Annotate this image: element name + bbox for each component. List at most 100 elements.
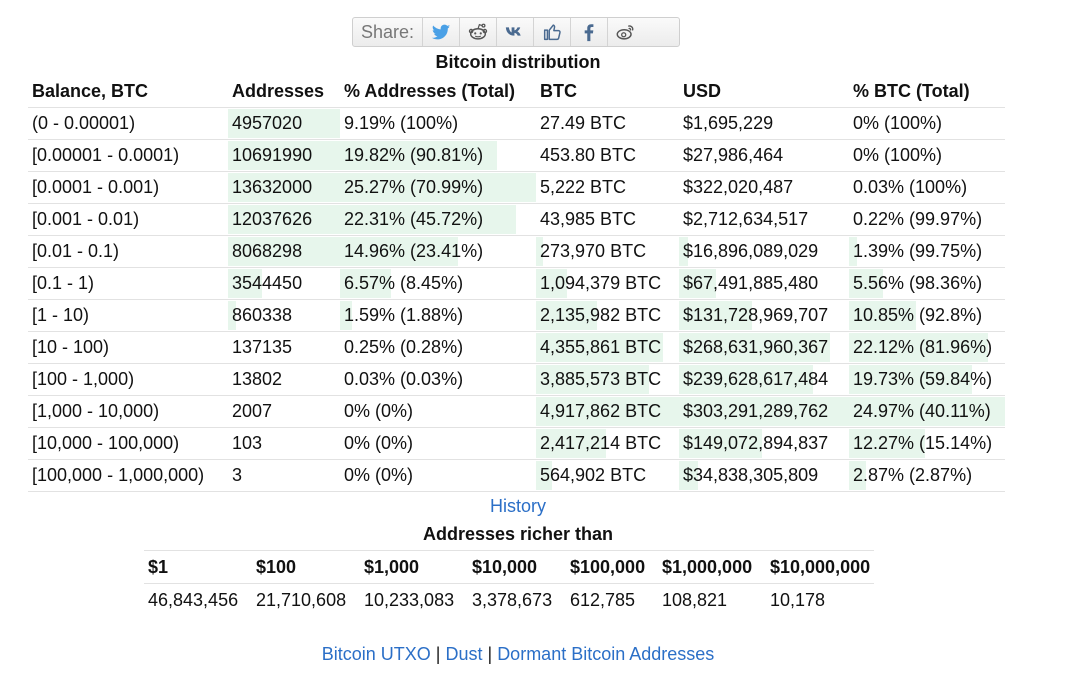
header-addresses: Addresses bbox=[228, 76, 340, 108]
pct-addresses-cell-text: 0% (0%) bbox=[344, 433, 414, 453]
addresses-cell-text: 12037626 bbox=[232, 209, 313, 229]
cell-bar bbox=[849, 429, 926, 458]
cell-bar bbox=[849, 461, 867, 490]
pct-btc-cell-text: 5.56% (98.36%) bbox=[853, 273, 983, 293]
usd-cell: $34,838,305,809 bbox=[679, 459, 849, 492]
cell-bar bbox=[536, 397, 679, 426]
richer-header: $1,000,000 bbox=[658, 550, 766, 584]
addresses-cell-text: 2007 bbox=[232, 401, 273, 421]
table-row: [0.001 - 0.01) 12037626 22.31% (45.72%) 43,… bbox=[28, 203, 1005, 236]
pct-btc-cell-text: 12.27% (15.14%) bbox=[853, 433, 993, 453]
pct-btc-cell: 5.56% (98.36%) bbox=[849, 267, 1005, 300]
balance-cell: [100,000 - 1,000,000) bbox=[28, 459, 228, 492]
cell-bar bbox=[340, 173, 536, 202]
cell-bar bbox=[536, 461, 552, 490]
cell-bar bbox=[679, 365, 814, 394]
usd-cell-text: $268,631,960,367 bbox=[683, 337, 829, 357]
pct-btc-cell: 19.73% (59.84%) bbox=[849, 363, 1005, 396]
pct-btc-cell: 24.97% (40.11%) bbox=[849, 395, 1005, 428]
richer-value: 10,178 bbox=[770, 589, 826, 610]
thumbs-up-icon[interactable] bbox=[534, 18, 572, 46]
pct-btc-cell-text: 24.97% (40.11%) bbox=[853, 401, 991, 421]
table-row: [1,000 - 10,000) 2007 0% (0%) 4,917,862 BTC… bbox=[28, 395, 1005, 428]
table-row: [100,000 - 1,000,000) 3 0% (0%) 564,902 BTC… bbox=[28, 459, 1005, 492]
balance-cell: [1,000 - 10,000) bbox=[28, 395, 228, 428]
btc-cell-text: 1,094,379 BTC bbox=[540, 273, 662, 293]
addresses-cell: 4957020 bbox=[228, 107, 340, 140]
twitter-icon[interactable] bbox=[423, 18, 461, 46]
addresses-cell: 12037626 bbox=[228, 203, 340, 236]
usd-cell-text: $27,986,464 bbox=[683, 145, 784, 165]
btc-cell: 453.80 BTC bbox=[536, 139, 679, 172]
addresses-cell-text: 137135 bbox=[232, 337, 293, 357]
cell-bar bbox=[228, 269, 262, 298]
history-link[interactable]: History bbox=[489, 496, 546, 516]
pct-addresses-cell: 25.27% (70.99%) bbox=[340, 171, 536, 204]
balance-cell: [100 - 1,000) bbox=[28, 363, 228, 396]
pct-addresses-cell-text: 19.82% (90.81%) bbox=[344, 145, 484, 165]
addresses-cell-text: 10691990 bbox=[232, 145, 313, 165]
reddit-icon[interactable] bbox=[460, 18, 498, 46]
pct-btc-cell: 0% (100%) bbox=[849, 107, 1005, 140]
header-pct-addresses: % Addresses (Total) bbox=[340, 76, 536, 108]
btc-cell-text: 273,970 BTC bbox=[540, 241, 647, 261]
cell-bar bbox=[340, 301, 352, 330]
btc-cell: 3,885,573 BTC bbox=[536, 363, 679, 396]
richer-header: $10,000,000 bbox=[766, 550, 875, 584]
balance-cell: [0.1 - 1) bbox=[28, 267, 228, 300]
footer-separator: | bbox=[487, 644, 493, 664]
balance-cell-text: [0.1 - 1) bbox=[32, 273, 95, 293]
btc-cell: 4,355,861 BTC bbox=[536, 331, 679, 364]
btc-cell-text: 564,902 BTC bbox=[540, 465, 647, 485]
cell-bar bbox=[536, 269, 568, 298]
btc-cell: 2,135,982 BTC bbox=[536, 299, 679, 332]
usd-cell-text: $131,728,969,707 bbox=[683, 305, 829, 325]
usd-cell: $1,695,229 bbox=[679, 107, 849, 140]
balance-cell: [0.0001 - 0.001) bbox=[28, 171, 228, 204]
pct-addresses-cell: 9.19% (100%) bbox=[340, 107, 536, 140]
balance-cell-text: [1,000 - 10,000) bbox=[32, 401, 160, 421]
btc-cell-text: 4,917,862 BTC bbox=[540, 401, 662, 421]
addresses-cell-text: 860338 bbox=[232, 305, 293, 325]
balance-cell: [10 - 100) bbox=[28, 331, 228, 364]
balance-cell-text: [100 - 1,000) bbox=[32, 369, 135, 389]
cell-bar bbox=[679, 461, 698, 490]
pct-addresses-cell: 0.25% (0.28%) bbox=[340, 331, 536, 364]
pct-addresses-cell: 22.31% (45.72%) bbox=[340, 203, 536, 236]
addresses-cell-text: 103 bbox=[232, 433, 263, 453]
footer-separator: | bbox=[435, 644, 441, 664]
dormant-addresses-link[interactable]: Dormant Bitcoin Addresses bbox=[497, 644, 715, 664]
bitcoin-utxo-link[interactable]: Bitcoin UTXO bbox=[321, 644, 431, 664]
share-label: Share: bbox=[353, 18, 424, 46]
cell-bar bbox=[340, 141, 497, 170]
facebook-icon[interactable] bbox=[571, 18, 609, 46]
header-usd: USD bbox=[679, 76, 849, 108]
richer-header: $10,000 bbox=[468, 550, 566, 584]
cell-bar bbox=[849, 365, 973, 394]
header-pct-btc: % BTC (Total) bbox=[849, 76, 1005, 108]
vk-icon[interactable] bbox=[497, 18, 535, 46]
pct-addresses-cell: 0.03% (0.03%) bbox=[340, 363, 536, 396]
addresses-cell: 3544450 bbox=[228, 267, 340, 300]
addresses-cell-text: 3544450 bbox=[232, 273, 303, 293]
richer-value: 108,821 bbox=[662, 589, 728, 610]
pct-btc-cell-text: 0.03% (100%) bbox=[853, 177, 968, 197]
addresses-cell: 10691990 bbox=[228, 139, 340, 172]
cell-bar bbox=[679, 333, 831, 362]
cell-bar bbox=[340, 205, 517, 234]
dust-link[interactable]: Dust bbox=[445, 644, 483, 664]
pct-addresses-cell-text: 1.59% (1.88%) bbox=[344, 305, 464, 325]
cell-bar bbox=[228, 173, 340, 202]
addresses-cell: 860338 bbox=[228, 299, 340, 332]
pct-addresses-cell: 0% (0%) bbox=[340, 395, 536, 428]
header-btc: BTC bbox=[536, 76, 679, 108]
usd-cell-text: $303,291,289,762 bbox=[683, 401, 829, 421]
pct-addresses-cell: 1.59% (1.88%) bbox=[340, 299, 536, 332]
richer-header: $100 bbox=[252, 550, 360, 584]
addresses-cell-text: 13632000 bbox=[232, 177, 313, 197]
weibo-icon[interactable] bbox=[608, 18, 644, 46]
usd-cell-text: $2,712,634,517 bbox=[683, 209, 809, 229]
usd-cell: $2,712,634,517 bbox=[679, 203, 849, 236]
btc-cell-text: 27.49 BTC bbox=[540, 113, 627, 133]
table-row: (0 - 0.00001) 4957020 9.19% (100%) 27.49 BT… bbox=[28, 107, 1005, 140]
